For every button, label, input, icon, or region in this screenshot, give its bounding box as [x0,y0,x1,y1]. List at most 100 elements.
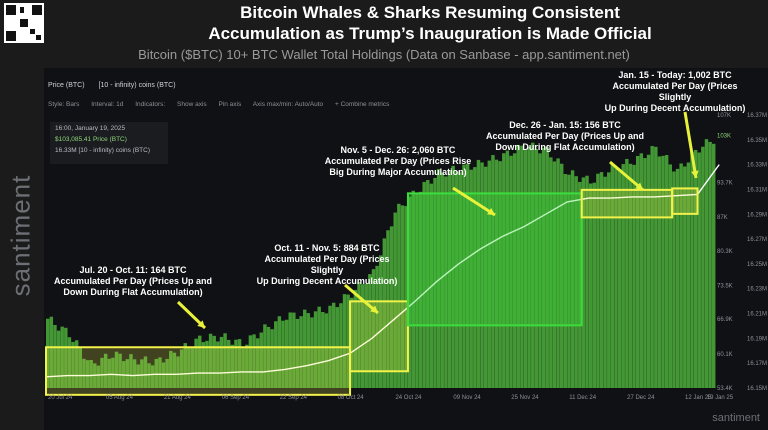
price-bar [552,161,557,388]
annotation-line: Oct. 11 - Nov. 5: 884 BTC [274,243,380,253]
price-bar [288,312,292,388]
chart-title-line2: Accumulation as Trump’s Inauguration is … [208,24,652,43]
price-bar [310,317,314,388]
holdings-line [45,164,720,378]
price-bar [661,155,665,388]
holdings-tick-label: 16.21M [747,312,767,318]
annotation-arrow [683,111,698,179]
price-bar [712,143,716,388]
price-bar [350,297,354,388]
price-bar [603,176,607,388]
price-bar [498,161,502,388]
indicators-button[interactable]: Indicators: [135,101,166,108]
price-bar [357,281,361,388]
x-tick-label: 06 Sep 24 [222,395,250,401]
price-bar [422,181,426,388]
price-bar [107,358,111,388]
show-axis-toggle[interactable]: Show axis [177,101,207,108]
price-bar [64,327,68,388]
price-bar [331,302,336,388]
price-bar [643,158,647,388]
price-bar [78,347,83,388]
price-bar [161,362,166,388]
x-tick-label: 11 Dec 24 [569,395,597,401]
price-bar [415,194,419,388]
price-bar [632,164,636,388]
header: Bitcoin Whales & Sharks Resuming Consist… [0,0,768,46]
price-bar [82,358,86,388]
price-bar [205,340,209,388]
annotation-line: Jan. 15 - Today: 1,002 BTC [618,70,732,80]
price-bar [483,166,488,388]
price-bar [179,349,184,388]
price-bar [639,153,644,388]
style-select[interactable]: Style: Bars [48,101,80,108]
x-tick-label: 12 Jan 25 [685,395,712,401]
annotation-arrowhead [487,207,495,215]
annotation-1: Jul. 20 - Oct. 11: 164 BTC Accumulated Pe… [48,265,218,298]
price-bar [252,334,256,388]
price-bar [103,353,108,388]
annotation-line: Big During Major Accumulation) [329,167,467,177]
price-bar [704,139,709,388]
price-bar [407,196,412,388]
price-bar [165,358,169,388]
price-bar [324,313,329,388]
price-bar [397,203,401,388]
price-bar [588,183,593,388]
annotation-2: Oct. 11 - Nov. 5: 884 BTC Accumulated Per… [252,243,402,287]
legend-holdings[interactable]: [10 - infinity) coins (BTC) [98,82,176,89]
price-bar [617,170,622,388]
price-tick-label: 80.3K [717,249,733,255]
period-box-4 [580,188,674,219]
price-bar [672,171,676,388]
legend-price[interactable]: Price (BTC) [48,82,85,89]
price-bar [480,162,484,388]
x-tick-label: 24 Oct 24 [395,395,422,401]
holdings-tick-label: 16.31M [747,187,767,193]
price-bar [654,146,658,388]
price-bar [198,335,202,388]
holdings-tick-label: 16.27M [747,237,767,243]
price-bar [295,318,300,388]
interval-select[interactable]: Interval: 1d [91,101,124,108]
combine-metrics-button[interactable]: + Combine metrics [334,101,390,108]
price-bar [248,335,253,388]
price-bar [379,255,383,388]
price-bar [541,147,546,388]
axis-range-select[interactable]: Axis max/min: Auto/Auto [252,101,324,108]
annotation-line: Down During Flat Accumulation) [63,287,203,297]
price-bar [436,169,441,388]
price-bar [465,163,470,388]
price-bar [371,269,376,388]
price-bar [342,294,347,388]
period-box-5 [671,187,699,215]
annotation-line: Accumulated Per Day (Prices Up and [53,276,213,286]
pin-axis-toggle[interactable]: Pin axis [218,101,242,108]
price-bar [212,335,216,388]
price-bar [545,146,549,388]
price-bar [581,177,586,388]
price-bar [628,163,633,388]
annotation-line: Accumulated Per Day (Prices Up and [485,131,645,141]
price-bar [313,311,318,388]
price-bar [299,316,303,388]
holdings-tick-label: 16.17M [747,361,767,367]
price-bar [675,168,680,388]
holdings-tick-label: 16.35M [747,138,767,144]
price-bar [494,159,499,388]
price-bar [686,162,691,388]
price-bar [592,182,596,388]
price-bar [679,163,683,388]
price-bar [111,357,115,388]
price-bar [223,333,227,388]
price-bar [136,364,140,388]
price-bar [49,316,54,388]
price-bar [393,212,397,388]
legend: Price (BTC) [10 - infinity) coins (BTC) [48,82,188,89]
annotation-line: Up During Decent Accumulation) [256,276,398,286]
price-bar [455,171,459,388]
price-bar [270,329,274,388]
price-bar [274,321,278,388]
annotation-line: Up During Decent Accumulation) [604,103,746,113]
